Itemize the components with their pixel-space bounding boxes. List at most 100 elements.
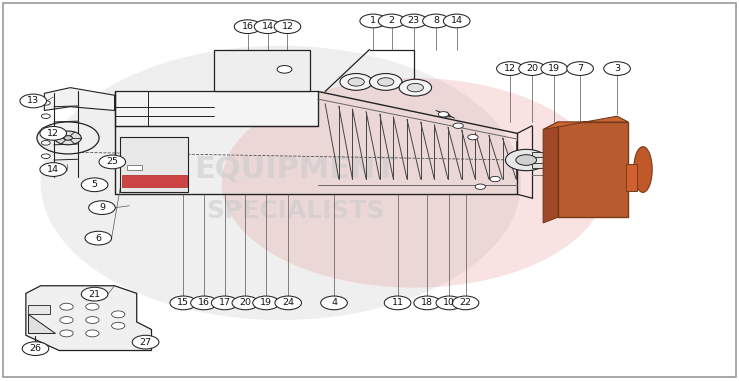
Circle shape — [60, 317, 73, 323]
Text: 25: 25 — [106, 157, 118, 166]
Circle shape — [274, 20, 301, 34]
Circle shape — [253, 296, 279, 310]
Text: 20: 20 — [526, 64, 538, 73]
FancyBboxPatch shape — [626, 164, 637, 190]
Text: 14: 14 — [47, 165, 59, 174]
Text: 20: 20 — [239, 298, 251, 307]
Circle shape — [89, 201, 115, 215]
FancyBboxPatch shape — [30, 346, 41, 349]
Text: 2: 2 — [389, 16, 395, 26]
Circle shape — [234, 20, 261, 34]
Circle shape — [41, 114, 50, 118]
Circle shape — [86, 330, 99, 337]
Text: 18: 18 — [421, 298, 433, 307]
Circle shape — [86, 317, 99, 323]
Circle shape — [60, 330, 73, 337]
Text: 15: 15 — [177, 298, 189, 307]
Ellipse shape — [222, 78, 606, 288]
Circle shape — [321, 296, 347, 310]
Text: SPECIALISTS: SPECIALISTS — [206, 200, 385, 223]
Ellipse shape — [634, 147, 653, 192]
Circle shape — [475, 184, 486, 189]
Text: 22: 22 — [460, 298, 471, 307]
Text: 19: 19 — [260, 298, 272, 307]
Circle shape — [443, 14, 470, 28]
Text: 4: 4 — [331, 298, 337, 307]
Circle shape — [438, 112, 449, 117]
Circle shape — [86, 303, 99, 310]
Circle shape — [191, 296, 217, 310]
Text: 7: 7 — [577, 64, 583, 73]
Polygon shape — [26, 286, 151, 351]
Circle shape — [604, 62, 630, 75]
Text: 3: 3 — [614, 64, 620, 73]
Circle shape — [452, 296, 479, 310]
Circle shape — [132, 335, 159, 349]
Text: 10: 10 — [443, 298, 455, 307]
Polygon shape — [28, 314, 55, 333]
Circle shape — [378, 78, 394, 86]
Circle shape — [232, 296, 259, 310]
Circle shape — [170, 296, 197, 310]
FancyBboxPatch shape — [127, 165, 142, 170]
Circle shape — [112, 322, 125, 329]
Circle shape — [348, 78, 364, 86]
Circle shape — [40, 163, 67, 176]
Circle shape — [516, 155, 537, 165]
Circle shape — [436, 296, 463, 310]
Text: 14: 14 — [262, 22, 273, 31]
Circle shape — [378, 14, 405, 28]
Polygon shape — [214, 50, 310, 91]
Text: 16: 16 — [242, 22, 253, 31]
Circle shape — [211, 296, 238, 310]
Text: 19: 19 — [548, 64, 560, 73]
Circle shape — [497, 62, 523, 75]
Text: 24: 24 — [282, 298, 294, 307]
Circle shape — [99, 155, 126, 169]
Circle shape — [112, 311, 125, 318]
Polygon shape — [543, 122, 558, 223]
Circle shape — [22, 342, 49, 355]
Circle shape — [360, 14, 386, 28]
Circle shape — [401, 14, 427, 28]
Circle shape — [81, 287, 108, 301]
Circle shape — [407, 83, 423, 92]
Text: 8: 8 — [433, 16, 439, 26]
Circle shape — [384, 296, 411, 310]
Circle shape — [60, 303, 73, 310]
Polygon shape — [115, 91, 318, 126]
Text: 17: 17 — [219, 298, 231, 307]
Text: 23: 23 — [408, 16, 420, 26]
Text: EQUIPMENT: EQUIPMENT — [194, 155, 397, 184]
Circle shape — [37, 122, 99, 154]
Circle shape — [85, 231, 112, 245]
Circle shape — [275, 296, 302, 310]
Circle shape — [64, 136, 72, 140]
Text: 16: 16 — [198, 298, 210, 307]
Circle shape — [453, 123, 463, 128]
Circle shape — [81, 178, 108, 192]
Circle shape — [423, 14, 449, 28]
Text: 6: 6 — [95, 234, 101, 243]
Circle shape — [254, 20, 281, 34]
Text: 5: 5 — [92, 180, 98, 189]
Ellipse shape — [41, 46, 521, 320]
FancyBboxPatch shape — [532, 152, 545, 157]
Circle shape — [41, 167, 50, 172]
Text: 26: 26 — [30, 344, 41, 353]
Circle shape — [20, 94, 47, 108]
FancyBboxPatch shape — [532, 163, 545, 168]
Circle shape — [40, 126, 67, 140]
Text: 9: 9 — [99, 203, 105, 212]
Circle shape — [399, 79, 432, 96]
Circle shape — [468, 134, 478, 140]
Circle shape — [277, 66, 292, 73]
Text: 12: 12 — [47, 129, 59, 138]
Circle shape — [41, 154, 50, 158]
Circle shape — [41, 141, 50, 145]
Circle shape — [414, 296, 440, 310]
Text: 21: 21 — [89, 290, 101, 299]
Text: 12: 12 — [504, 64, 516, 73]
Polygon shape — [44, 88, 115, 110]
Circle shape — [41, 127, 50, 132]
